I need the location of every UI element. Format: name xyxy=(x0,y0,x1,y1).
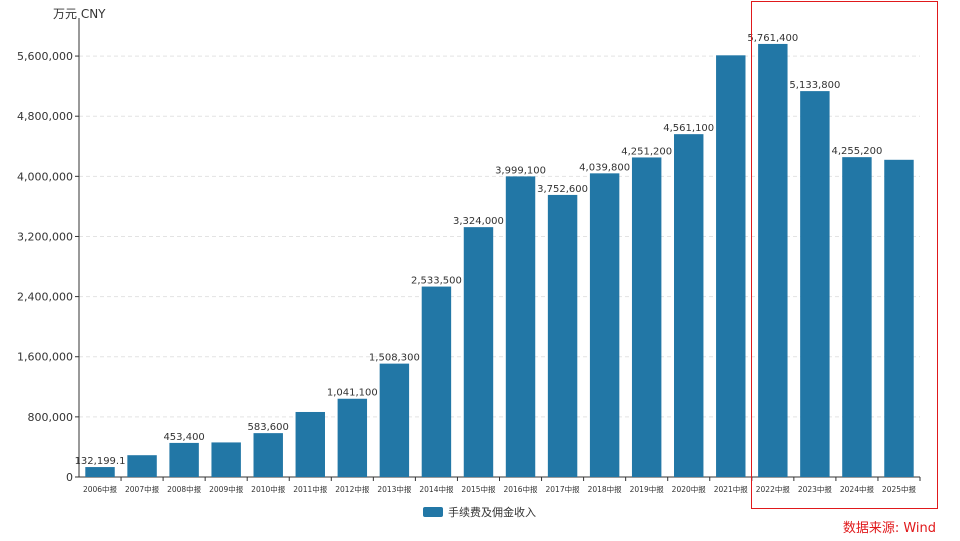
x-tick-label: 2023中报 xyxy=(798,484,833,494)
x-tick-label: 2010中报 xyxy=(251,484,286,494)
x-tick-label: 2014中报 xyxy=(419,484,454,494)
bar xyxy=(716,55,746,477)
bar xyxy=(211,442,241,477)
highlight-box xyxy=(751,1,938,509)
bar xyxy=(379,363,410,477)
data-label: 4,561,100 xyxy=(663,123,714,134)
data-label: 5,761,400 xyxy=(747,33,798,44)
x-tick-label: 2021中报 xyxy=(714,484,749,494)
y-tick-label: 5,600,000 xyxy=(17,50,73,63)
y-tick-label: 4,000,000 xyxy=(17,170,73,183)
x-tick-label: 2016中报 xyxy=(503,484,538,494)
x-tick-label: 2024中报 xyxy=(840,484,875,494)
data-label: 3,752,600 xyxy=(537,184,588,195)
legend-swatch xyxy=(423,507,443,517)
bar xyxy=(253,433,283,477)
x-tick-label: 2019中报 xyxy=(630,484,665,494)
data-label: 4,251,200 xyxy=(621,146,672,157)
x-tick-label: 2007中报 xyxy=(125,484,160,494)
bar xyxy=(421,286,452,477)
bar xyxy=(758,43,788,478)
x-tick-label: 2012中报 xyxy=(335,484,370,494)
data-label: 2,533,500 xyxy=(411,276,462,287)
source-label: 数据来源: Wind xyxy=(842,521,936,536)
x-tick-label: 2018中报 xyxy=(588,484,623,494)
legend[interactable]: 手续费及佣金收入 xyxy=(423,504,536,520)
x-tick-label: 2006中报 xyxy=(83,484,118,494)
bar xyxy=(884,159,914,477)
x-tick-label: 2008中报 xyxy=(167,484,202,494)
bar xyxy=(674,134,704,477)
y-tick-label: 3,200,000 xyxy=(17,230,73,243)
y-tick-label: 800,000 xyxy=(28,411,74,424)
bar xyxy=(505,176,536,477)
bar xyxy=(85,467,115,477)
bar xyxy=(547,194,578,477)
x-tick-label: 2022中报 xyxy=(756,484,791,494)
bar xyxy=(463,227,494,477)
data-label: 5,133,800 xyxy=(789,80,840,91)
data-label: 1,041,100 xyxy=(327,388,378,399)
data-label: 4,039,800 xyxy=(579,162,630,173)
y-tick-label: 2,400,000 xyxy=(17,291,73,304)
x-tick-label: 2009中报 xyxy=(209,484,244,494)
x-tick-label: 2017中报 xyxy=(546,484,581,494)
bar xyxy=(631,157,662,477)
bar xyxy=(127,455,157,477)
bar xyxy=(800,91,830,477)
y-tick-label: 4,800,000 xyxy=(17,110,73,123)
bar xyxy=(169,442,199,477)
x-tick-label: 2025中报 xyxy=(882,484,917,494)
unit-label: 万元 CNY xyxy=(53,7,106,21)
data-label: 3,324,000 xyxy=(453,216,504,227)
legend-label: 手续费及佣金收入 xyxy=(448,506,536,519)
x-tick-label: 2011中报 xyxy=(293,484,328,494)
data-label: 1,508,300 xyxy=(369,353,420,364)
data-label: 3,999,100 xyxy=(495,165,546,176)
bar xyxy=(295,411,325,477)
x-tick-label: 2020中报 xyxy=(672,484,707,494)
x-tick-label: 2013中报 xyxy=(377,484,412,494)
x-tick-label: 2015中报 xyxy=(461,484,496,494)
data-label: 4,255,200 xyxy=(831,146,882,157)
data-label: 453,400 xyxy=(163,432,204,443)
bar xyxy=(337,398,368,477)
y-tick-label: 1,600,000 xyxy=(17,351,73,364)
y-tick-label: 0 xyxy=(66,471,73,484)
bar xyxy=(589,173,620,477)
data-label: 583,600 xyxy=(248,422,289,433)
bar xyxy=(842,157,872,477)
data-label: 132,199.1 xyxy=(75,456,126,467)
